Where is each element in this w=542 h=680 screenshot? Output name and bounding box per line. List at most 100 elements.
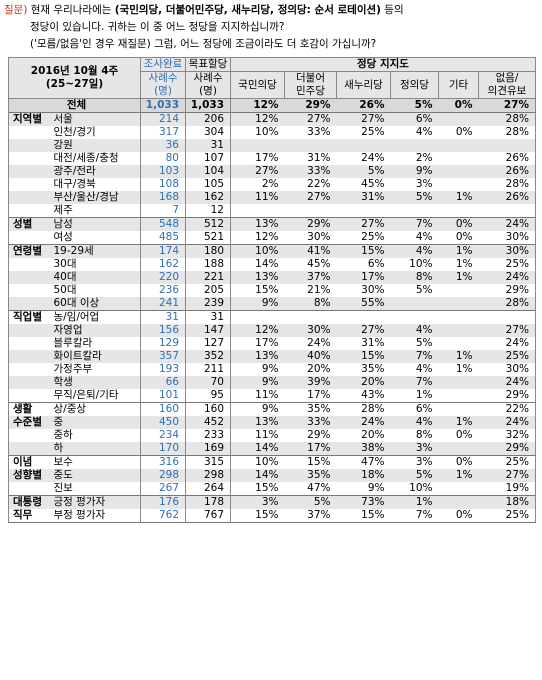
support-cell: 10%: [230, 126, 285, 139]
support-cell: [478, 204, 536, 218]
row-category: [8, 204, 51, 218]
row-category: [8, 139, 51, 152]
support-cell: 37%: [284, 509, 337, 523]
row-category: [8, 389, 51, 403]
row-subgroup: 진보: [53, 482, 73, 494]
row-category: [8, 376, 51, 389]
support-cell: [438, 139, 479, 152]
survey-count-header: 조사완료: [140, 57, 186, 72]
support-cell: 29%: [307, 429, 331, 441]
survey-count-cell: 156: [140, 324, 186, 337]
support-cell: [438, 442, 479, 456]
support-cell: 24%: [478, 376, 536, 389]
support-cell: 29%: [284, 98, 337, 113]
weight-count-cell: 239: [185, 297, 231, 311]
support-cell: 30%: [361, 284, 385, 296]
support-cell: 27%: [284, 112, 337, 126]
support-cell: 3%: [390, 455, 439, 469]
support-cell: [391, 204, 439, 218]
survey-count-cell: 170: [140, 442, 186, 456]
row-category: [8, 297, 51, 311]
support-cell: 9%: [230, 297, 285, 311]
support-cell: 6%: [390, 402, 439, 416]
support-cell: 13%: [230, 217, 285, 231]
row-subgroup: 가정주부: [53, 363, 93, 375]
weight-count-cell: 206: [185, 112, 231, 126]
row-subgroup: 대전/세종/충청: [53, 152, 119, 164]
table-row: 수준별 중 450 452 13% 33% 24% 4% 1% 24%: [8, 416, 536, 429]
table-row: 학생 66 70 9% 39% 20% 7% 24%: [8, 376, 536, 389]
support-cell: 28%: [478, 112, 536, 126]
question-line2: 정당이 있습니다. 귀하는 이 중 어느 정당을 지지하십니까?: [30, 21, 285, 33]
support-cell: 5%: [336, 165, 391, 178]
support-cell: 73%: [336, 495, 391, 509]
period-header: 2016년 10월 4주 (25~27일): [8, 57, 141, 99]
support-cell: 10%: [409, 258, 433, 270]
support-cell: 9%: [230, 363, 285, 376]
support-cell: 33%: [284, 165, 337, 178]
support-cell: 4%: [390, 244, 439, 258]
support-cell: [438, 402, 479, 416]
support-cell: 4%: [390, 416, 439, 429]
table-row: 30대 162 188 14% 45% 6% 10% 1% 25%: [8, 258, 536, 271]
row-subgroup: 긍정 평가자: [50, 495, 141, 509]
support-cell: 29%: [478, 284, 536, 297]
support-cell: 30%: [478, 363, 536, 376]
support-cell: [336, 139, 391, 152]
support-cell: 30%: [478, 231, 536, 245]
row-subgroup: 제주: [53, 204, 73, 216]
support-cell: 4%: [415, 231, 433, 243]
weight-count-cell: 178: [185, 495, 231, 509]
support-cell: 30%: [307, 231, 331, 243]
survey-count-cell: 160: [140, 402, 186, 416]
row-subgroup: 50대: [53, 284, 77, 296]
support-cell: 6%: [367, 258, 385, 270]
support-cell: 25%: [478, 258, 536, 271]
support-cell: 24%: [336, 416, 391, 429]
support-cell: 3%: [390, 442, 439, 456]
support-cell: 29%: [478, 389, 536, 403]
row-category: 성별: [8, 217, 51, 231]
row-subgroup: 무직/은퇴/기타: [53, 389, 119, 401]
support-cell: [438, 310, 479, 324]
support-cell: 24%: [478, 416, 536, 429]
support-cell: 14%: [230, 469, 285, 482]
support-cell: 29%: [284, 217, 337, 231]
row-category: 성향별: [8, 469, 51, 482]
support-cell: 17%: [336, 271, 391, 284]
support-cell: 9%: [230, 376, 285, 389]
support-cell: 1%: [390, 495, 439, 509]
row-category: 수준별: [8, 416, 51, 429]
support-cell: 11%: [230, 389, 285, 403]
row-subgroup: 대구/경북: [53, 178, 96, 190]
support-cell: 18%: [478, 495, 536, 509]
party-support-header: 정당 지지도: [230, 57, 536, 72]
support-cell: [390, 297, 439, 311]
support-cell: [439, 337, 479, 350]
weight-count-cell: 315: [185, 455, 231, 469]
support-cell: 14%: [230, 442, 285, 456]
table-row: 중하 234 233 11% 29% 20% 8% 0% 32%: [8, 429, 536, 442]
support-cell: 5%: [284, 495, 337, 509]
survey-count-cell: 1,033: [140, 98, 186, 113]
row-category: [8, 258, 51, 271]
row-subgroup: 블루칼라: [53, 337, 93, 349]
survey-count-cell: 193: [140, 363, 186, 376]
weight-count-cell: 160: [185, 402, 231, 416]
table-row: 인천/경기 317 304 10% 33% 25% 4% 0% 28%: [8, 126, 536, 139]
support-cell: [439, 389, 479, 403]
table-row: 대통령 긍정 평가자 176 178 3% 5% 73% 1% 18%: [8, 495, 536, 509]
table-row: 이념 보수 316 315 10% 15% 47% 3% 0% 25%: [8, 455, 536, 469]
support-cell: [439, 204, 479, 218]
survey-count-cell: 762: [140, 509, 186, 523]
support-cell: 15%: [230, 482, 285, 496]
row-category: [8, 442, 51, 456]
weight-count-header: 목표할당: [185, 57, 231, 72]
support-cell: [438, 297, 479, 311]
weight-count-cell: 264: [185, 482, 231, 496]
support-cell: 9%: [230, 402, 285, 416]
survey-count-cell: 168: [140, 191, 186, 204]
support-cell: 40%: [284, 350, 337, 363]
survey-count-cell: 162: [140, 258, 186, 271]
weight-count-cell: 205: [185, 284, 231, 297]
